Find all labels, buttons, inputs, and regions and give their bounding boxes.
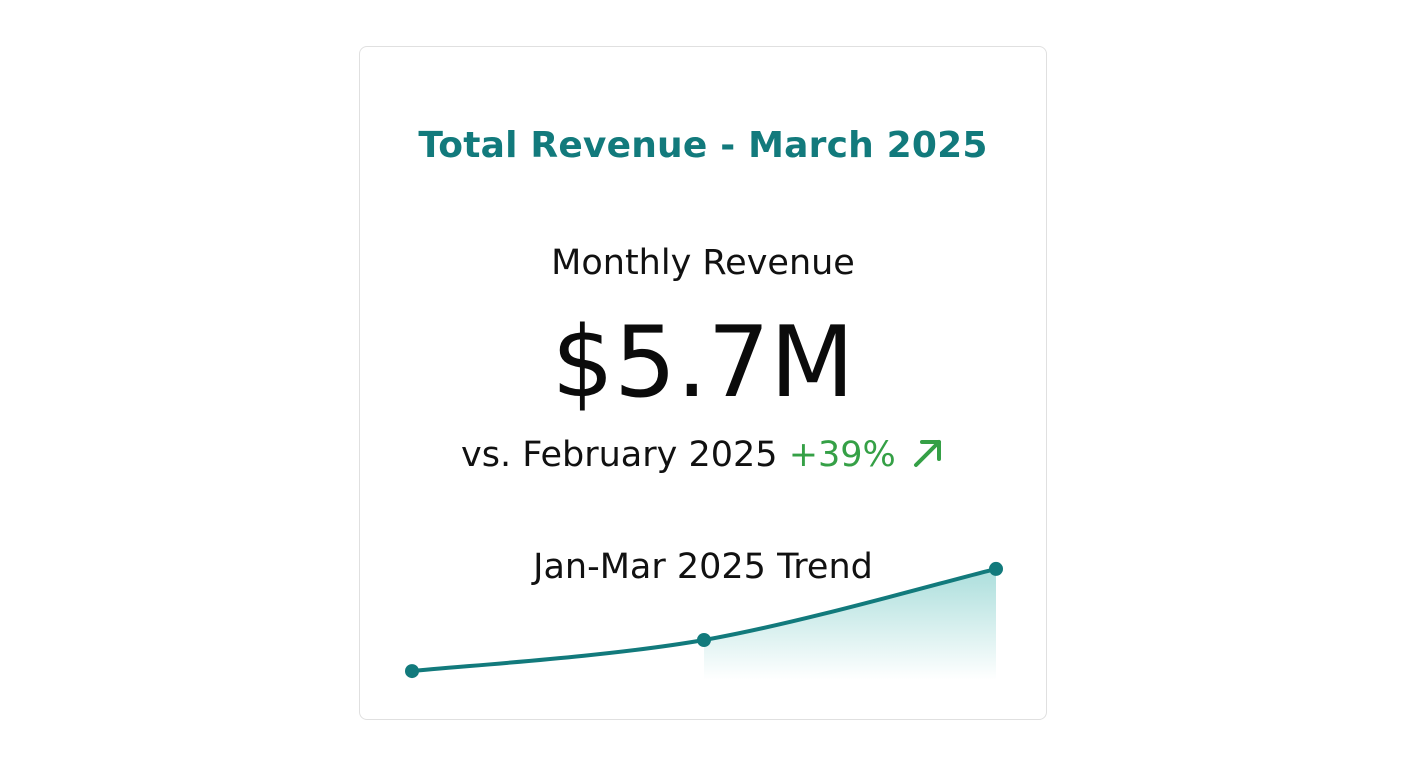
comparison-text: vs. February 2025: [461, 435, 778, 475]
metric-label: Monthly Revenue: [551, 243, 855, 283]
comparison-row: vs. February 2025 +39%: [360, 435, 1046, 479]
arrow-up-right-icon: [911, 436, 945, 479]
trend-title: Jan-Mar 2025 Trend: [533, 547, 873, 587]
delta-value: +39%: [788, 435, 896, 475]
revenue-card: Total Revenue - March 2025 Monthly Reven…: [359, 46, 1047, 720]
card-title: Total Revenue - March 2025: [418, 125, 988, 166]
metric-value: $5.7M: [551, 306, 855, 420]
